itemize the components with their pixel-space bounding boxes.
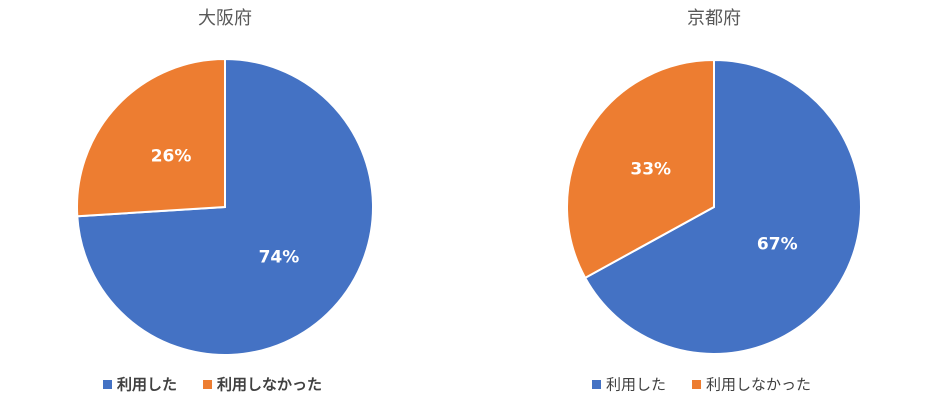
pie-chart: 大阪府 74% 26% 利用した 利用しなかった — [76, 8, 374, 394]
data-label: 67% — [757, 234, 798, 254]
data-label: 26% — [151, 146, 192, 166]
legend-label: 利用しなかった — [217, 376, 322, 394]
legend-label: 利用した — [606, 376, 666, 394]
pie-chart: 京都府 67% 33% 利用した 利用しなかった — [566, 8, 862, 394]
legend-swatch — [592, 380, 601, 389]
data-label: 33% — [630, 160, 671, 180]
pie-slice — [583, 58, 862, 355]
legend-swatch — [103, 380, 112, 389]
chart-title: 京都府 — [687, 8, 741, 29]
legend-swatch — [203, 380, 213, 389]
data-label: 74% — [259, 248, 300, 268]
pie-slice — [566, 58, 715, 280]
legend-label: 利用しなかった — [706, 376, 811, 394]
legend-label: 利用した — [117, 376, 177, 394]
legend-swatch — [692, 380, 702, 389]
chart-title: 大阪府 — [198, 8, 252, 29]
pie-slice — [76, 57, 226, 218]
